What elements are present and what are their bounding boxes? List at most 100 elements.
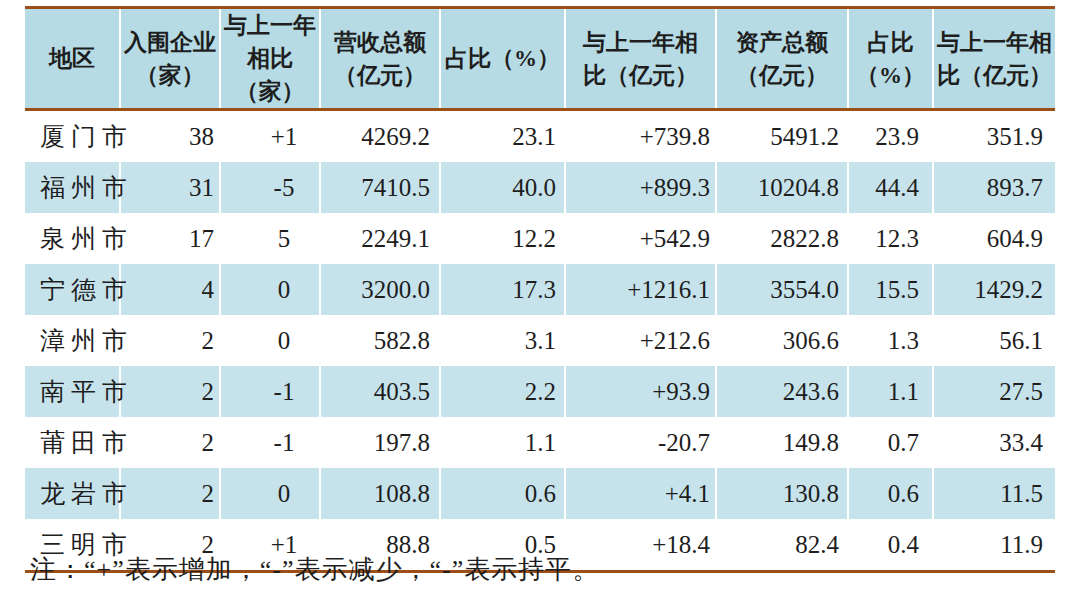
table-row: 漳州市20582.83.1+212.6306.61.356.1 [25,315,1055,366]
value-cell: 1.1 [848,366,933,417]
column-header-line: 占比 [849,26,932,59]
value-cell: +93.9 [565,366,716,417]
column-header-line: 资产总额 [717,26,847,59]
table-row: 宁德市403200.017.3+1216.13554.015.51429.2 [25,264,1055,315]
value-cell: 4 [120,264,220,315]
column-header: 资产总额（亿元） [716,8,848,110]
value-cell: 0.7 [848,417,933,468]
column-header-line: （亿元） [321,59,439,92]
column-header: 占比（%） [440,8,565,110]
table-body: 厦门市38+14269.223.1+739.85491.223.9351.9福州… [25,110,1055,572]
table-row: 厦门市38+14269.223.1+739.85491.223.9351.9 [25,110,1055,163]
value-cell: 2 [120,417,220,468]
value-cell: 582.8 [320,315,440,366]
value-cell: +899.3 [565,162,716,213]
column-header-line: 比（亿元） [934,59,1055,92]
value-cell: 108.8 [320,468,440,519]
table-header: 地区入围企业（家）与上一年相比（家）营收总额（亿元）占比（%）与上一年相比（亿元… [25,8,1055,110]
page: 地区入围企业（家）与上一年相比（家）营收总额（亿元）占比（%）与上一年相比（亿元… [0,0,1080,592]
table-row: 泉州市1752249.112.2+542.92822.812.3604.9 [25,213,1055,264]
column-header-line: 营收总额 [321,26,439,59]
value-cell: +212.6 [565,315,716,366]
value-cell: 0 [220,264,320,315]
value-cell: 12.3 [848,213,933,264]
value-cell: 7410.5 [320,162,440,213]
column-header: 入围企业（家） [120,8,220,110]
value-cell: -5 [220,162,320,213]
value-cell: 403.5 [320,366,440,417]
region-stats-table: 地区入围企业（家）与上一年相比（家）营收总额（亿元）占比（%）与上一年相比（亿元… [25,6,1055,573]
value-cell: 23.1 [440,110,565,163]
value-cell: +542.9 [565,213,716,264]
value-cell: 149.8 [716,417,848,468]
value-cell: 5491.2 [716,110,848,163]
value-cell: 1.3 [848,315,933,366]
table-footnote: 注：“+”表示增加，“-”表示减少，“-”表示持平。 [30,552,599,587]
value-cell: 0 [220,468,320,519]
value-cell: 15.5 [848,264,933,315]
column-header-line: 与上一年相 [566,26,715,59]
column-header: 与上一年相比（亿元） [565,8,716,110]
value-cell: 38 [120,110,220,163]
value-cell: 197.8 [320,417,440,468]
value-cell: 33.4 [933,417,1055,468]
value-cell: 3554.0 [716,264,848,315]
value-cell: 5 [220,213,320,264]
region-cell: 厦门市 [25,110,120,163]
value-cell: +739.8 [565,110,716,163]
region-cell: 泉州市 [25,213,120,264]
column-header-line: 与上一年相 [934,26,1055,59]
column-header-line: （%） [849,59,932,92]
value-cell: 0.4 [848,519,933,572]
region-cell: 龙岩市 [25,468,120,519]
value-cell: 56.1 [933,315,1055,366]
value-cell: 2 [120,315,220,366]
header-row: 地区入围企业（家）与上一年相比（家）营收总额（亿元）占比（%）与上一年相比（亿元… [25,8,1055,110]
column-header-line: （家） [121,59,219,92]
value-cell: 82.4 [716,519,848,572]
value-cell: -1 [220,417,320,468]
column-header: 营收总额（亿元） [320,8,440,110]
column-header-line: 比（亿元） [566,59,715,92]
value-cell: 31 [120,162,220,213]
value-cell: 243.6 [716,366,848,417]
value-cell: 0.6 [848,468,933,519]
region-cell: 漳州市 [25,315,120,366]
region-cell: 宁德市 [25,264,120,315]
column-header: 与上一年相比（亿元） [933,8,1055,110]
region-cell: 莆田市 [25,417,120,468]
value-cell: 1429.2 [933,264,1055,315]
value-cell: 11.5 [933,468,1055,519]
value-cell: 130.8 [716,468,848,519]
value-cell: 23.9 [848,110,933,163]
value-cell: 2 [120,468,220,519]
column-header-line: 与上一年 [221,9,319,42]
value-cell: 44.4 [848,162,933,213]
value-cell: 351.9 [933,110,1055,163]
value-cell: 0 [220,315,320,366]
value-cell: 2249.1 [320,213,440,264]
table-row: 福州市31-57410.540.0+899.310204.844.4893.7 [25,162,1055,213]
value-cell: 604.9 [933,213,1055,264]
value-cell: 11.9 [933,519,1055,572]
column-header-line: 地区 [25,42,119,75]
table-row: 龙岩市20108.80.6+4.1130.80.611.5 [25,468,1055,519]
value-cell: 1.1 [440,417,565,468]
value-cell: 3.1 [440,315,565,366]
value-cell: 12.2 [440,213,565,264]
value-cell: 10204.8 [716,162,848,213]
region-cell: 南平市 [25,366,120,417]
value-cell: 4269.2 [320,110,440,163]
column-header-line: 相比（家） [221,42,319,108]
value-cell: -1 [220,366,320,417]
value-cell: 17 [120,213,220,264]
value-cell: 893.7 [933,162,1055,213]
table-row: 莆田市2-1197.81.1-20.7149.80.733.4 [25,417,1055,468]
column-header-line: 入围企业 [121,26,219,59]
value-cell: 2822.8 [716,213,848,264]
value-cell: 3200.0 [320,264,440,315]
value-cell: +1 [220,110,320,163]
value-cell: 2.2 [440,366,565,417]
region-table-wrapper: 地区入围企业（家）与上一年相比（家）营收总额（亿元）占比（%）与上一年相比（亿元… [25,6,1055,573]
value-cell: 27.5 [933,366,1055,417]
